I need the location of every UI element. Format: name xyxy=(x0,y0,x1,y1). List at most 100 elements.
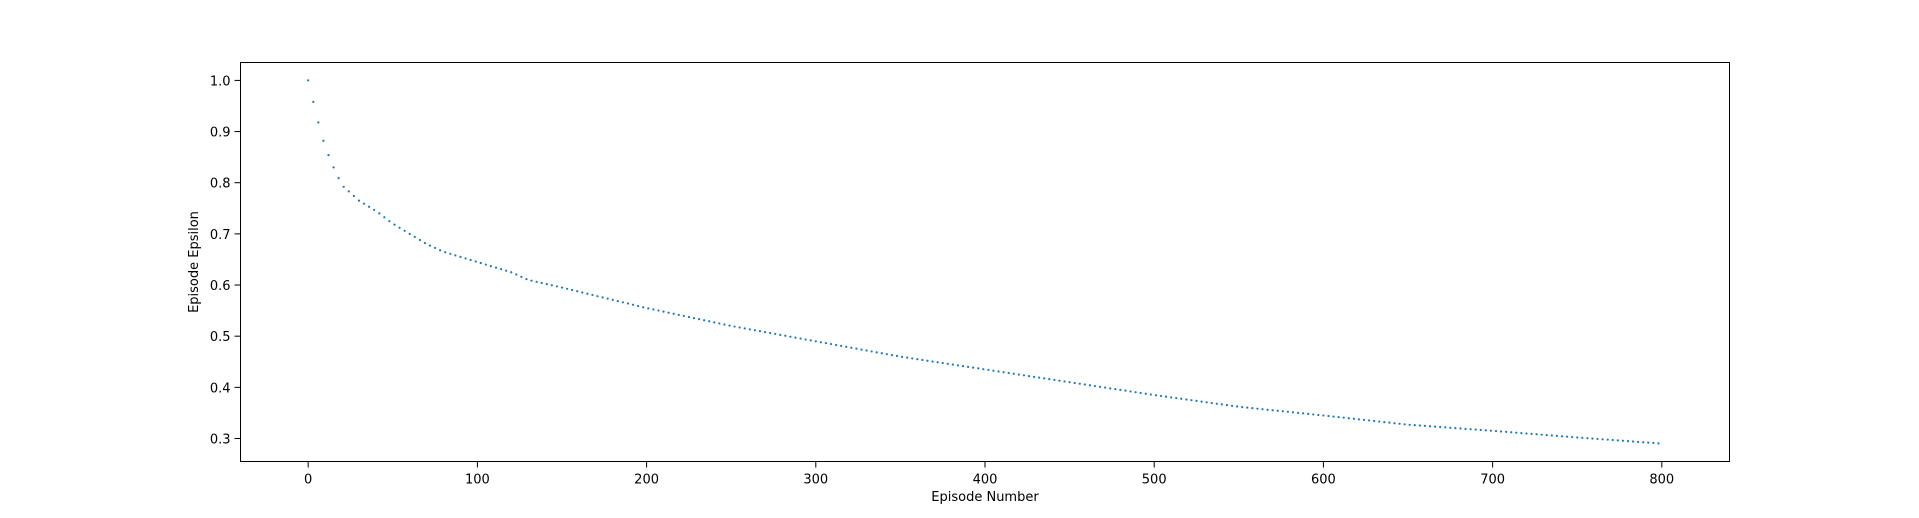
data-point xyxy=(713,321,716,324)
data-point xyxy=(1139,391,1142,395)
data-point xyxy=(1048,378,1051,381)
data-point xyxy=(718,322,721,325)
data-point xyxy=(1180,397,1183,400)
data-point xyxy=(1606,438,1609,441)
x-tick-label: 300 xyxy=(803,473,828,488)
data-point xyxy=(1418,424,1421,427)
data-point xyxy=(1637,440,1640,443)
data-point xyxy=(1098,385,1102,388)
y-tick-label: 1.0 xyxy=(210,74,231,89)
data-point xyxy=(413,235,416,239)
data-point xyxy=(647,307,650,310)
data-point xyxy=(1510,431,1513,434)
data-point xyxy=(1317,413,1320,417)
data-point xyxy=(1281,410,1284,413)
data-point xyxy=(931,360,934,363)
data-point xyxy=(423,241,427,245)
data-point xyxy=(1586,437,1589,440)
data-point xyxy=(1439,425,1442,429)
data-point xyxy=(703,319,706,322)
data-point xyxy=(571,288,574,292)
data-point xyxy=(1362,418,1366,421)
data-point xyxy=(733,325,736,328)
data-point xyxy=(550,284,553,287)
data-point xyxy=(972,366,975,369)
data-point xyxy=(977,367,980,370)
data-point xyxy=(464,257,467,260)
data-point xyxy=(1347,417,1350,420)
data-point xyxy=(1626,440,1630,443)
data-point xyxy=(804,338,807,341)
data-point xyxy=(1241,406,1244,409)
y-tick-label: 0.6 xyxy=(210,279,231,294)
data-point xyxy=(1423,424,1427,427)
data-point xyxy=(708,320,711,323)
data-point xyxy=(1565,435,1569,438)
y-tick-label: 0.7 xyxy=(210,228,231,243)
data-point xyxy=(601,296,604,299)
data-point xyxy=(1611,438,1614,442)
data-point xyxy=(906,356,909,359)
data-point xyxy=(1129,390,1132,393)
data-point xyxy=(1038,376,1041,379)
data-point xyxy=(449,252,452,255)
data-point xyxy=(373,208,376,211)
data-point xyxy=(1012,372,1015,375)
data-point xyxy=(1175,396,1178,400)
data-point xyxy=(357,199,361,202)
data-point xyxy=(723,323,726,326)
data-point xyxy=(1058,379,1061,382)
y-tick-label: 0.3 xyxy=(210,432,231,447)
data-point xyxy=(763,330,767,334)
data-point xyxy=(408,232,411,235)
data-point xyxy=(1581,436,1584,439)
data-point xyxy=(530,279,533,282)
data-point xyxy=(1408,423,1411,426)
x-tick-label: 400 xyxy=(973,473,998,488)
data-point xyxy=(885,353,888,356)
data-point xyxy=(1185,398,1188,401)
data-point xyxy=(1499,430,1503,433)
data-point xyxy=(367,205,371,208)
data-point xyxy=(565,287,569,290)
data-point xyxy=(505,269,508,272)
data-point xyxy=(662,310,665,313)
data-point xyxy=(697,318,701,321)
data-point xyxy=(1149,393,1152,396)
data-point xyxy=(489,264,493,268)
data-point xyxy=(1652,441,1655,445)
data-point xyxy=(753,329,756,332)
data-point xyxy=(1433,425,1437,428)
data-point xyxy=(616,299,619,303)
data-point xyxy=(926,359,929,362)
data-point xyxy=(1104,386,1107,389)
data-point xyxy=(1220,403,1223,406)
data-point xyxy=(1621,439,1625,442)
data-point xyxy=(1525,432,1528,435)
data-point xyxy=(774,332,777,336)
data-point xyxy=(418,238,421,242)
data-point xyxy=(1555,434,1559,437)
data-point xyxy=(1337,416,1340,419)
data-point xyxy=(814,340,817,343)
x-tick-label: 600 xyxy=(1311,473,1336,488)
data-point xyxy=(875,351,878,354)
data-point xyxy=(1286,410,1289,413)
y-tick-label: 0.8 xyxy=(210,177,231,192)
data-point xyxy=(652,308,655,311)
data-point xyxy=(1550,434,1553,437)
data-point xyxy=(865,349,868,352)
plot-frame xyxy=(240,62,1730,462)
data-point xyxy=(1444,426,1447,429)
data-point xyxy=(1352,417,1355,420)
data-point xyxy=(743,327,746,330)
data-point xyxy=(631,303,635,306)
data-point xyxy=(850,346,853,349)
data-point xyxy=(1388,421,1391,424)
data-point xyxy=(987,368,990,372)
data-point xyxy=(1403,423,1406,426)
data-point xyxy=(961,364,965,368)
data-point xyxy=(1322,414,1325,417)
data-point xyxy=(1631,440,1635,443)
data-point xyxy=(1276,409,1279,412)
